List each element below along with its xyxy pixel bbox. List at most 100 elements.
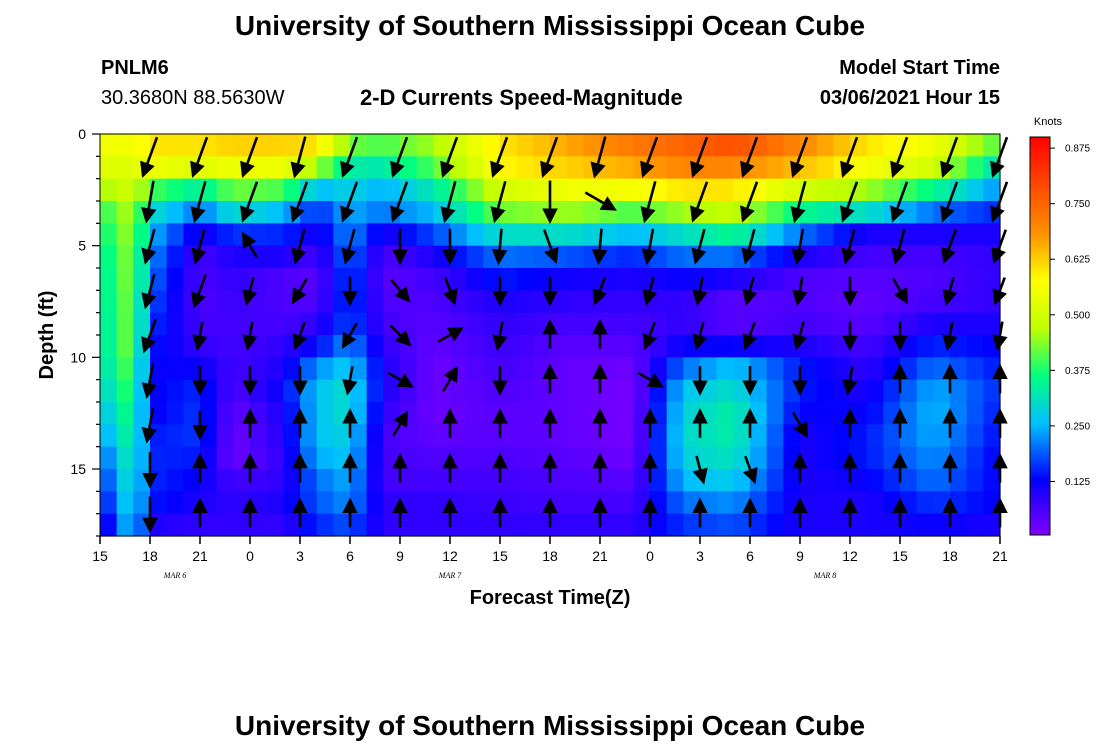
heatmap-cell (200, 201, 218, 224)
heatmap-cell (850, 491, 868, 515)
heatmap-cell (900, 335, 918, 358)
heatmap-cell (216, 379, 234, 403)
heatmap-cell (566, 156, 584, 180)
heatmap-cell (450, 156, 468, 180)
heatmap-cell (316, 201, 334, 224)
heatmap-cell (416, 335, 434, 358)
heatmap-cell (650, 424, 668, 448)
heatmap-cell (366, 513, 384, 537)
heatmap-cell (500, 335, 518, 358)
heatmap-cell (650, 446, 668, 470)
heatmap-cell (366, 446, 384, 470)
heatmap-cell (133, 446, 151, 470)
heatmap-cell (383, 178, 401, 202)
heatmap-cell (850, 513, 868, 537)
heatmap-cell (150, 290, 168, 314)
heatmap-cell (550, 134, 568, 157)
heatmap-cell (800, 201, 818, 224)
heatmap-cell (533, 513, 551, 537)
heatmap-cell (483, 379, 501, 403)
heatmap-cell (200, 402, 218, 425)
heatmap-cell (816, 134, 834, 157)
current-vector (740, 181, 759, 223)
heatmap-cell (433, 134, 451, 157)
heatmap-cell (166, 379, 184, 403)
x-tick-label: 12 (442, 548, 458, 564)
heatmap-cell (550, 513, 568, 537)
heatmap-cell (150, 402, 168, 425)
heatmap-cell (750, 201, 768, 224)
heatmap-cell (883, 178, 901, 202)
heatmap-cell (983, 446, 1001, 470)
current-vector (240, 181, 259, 223)
heatmap-cell (833, 134, 851, 157)
heatmap-cell (466, 134, 484, 157)
heatmap-cell (966, 357, 984, 381)
current-vector (390, 181, 409, 223)
heatmap-cell (716, 223, 734, 247)
heatmap-cell (766, 513, 784, 537)
heatmap-cell (150, 134, 168, 157)
heatmap-cell (850, 178, 868, 202)
heatmap-cell (516, 245, 534, 269)
heatmap-cell (183, 491, 201, 515)
heatmap-cell (150, 469, 168, 492)
heatmap-cell (366, 245, 384, 269)
current-vector (691, 228, 707, 265)
current-vector (642, 321, 658, 351)
heatmap-cell (583, 268, 601, 291)
colorbar-tick-label: 0.375 (1065, 366, 1090, 377)
heatmap-cell (700, 491, 718, 515)
heatmap-cell (100, 379, 118, 403)
colorbar: Knots 0.875 0.750 0.625 0.500 0.375 0.250 0.12… (1029, 116, 1090, 536)
heatmap-cell (600, 201, 618, 224)
heatmap-cell (750, 491, 768, 515)
heatmap-cell (833, 469, 851, 492)
heatmap-cell (966, 201, 984, 224)
heatmap-cell (583, 357, 601, 381)
heatmap-cell (416, 379, 434, 403)
heatmap-cell (966, 312, 984, 336)
current-vector (390, 136, 409, 178)
x-tick-label: 9 (396, 548, 404, 564)
heatmap-cell (316, 290, 334, 314)
heatmap-cell (983, 379, 1001, 403)
heatmap-cell (716, 290, 734, 314)
current-vector (342, 366, 358, 396)
heatmap-cell (750, 134, 768, 157)
heatmap-cell (233, 446, 251, 470)
heatmap-cell (866, 357, 884, 381)
heatmap-cell (716, 513, 734, 537)
heatmap-cell (266, 335, 284, 358)
heatmap-cell (633, 424, 651, 448)
heatmap-cell (766, 201, 784, 224)
heatmap-cell (666, 446, 684, 470)
heatmap-cell (933, 513, 951, 537)
heatmap-cell (916, 134, 934, 157)
heatmap-cell (750, 156, 768, 180)
heatmap-cell (916, 245, 934, 269)
heatmap-cell (566, 446, 584, 470)
heatmap-cell (516, 178, 534, 202)
current-vector (742, 321, 758, 351)
heatmap-cell (250, 290, 268, 314)
heatmap-cell (466, 268, 484, 291)
heatmap-cell (666, 223, 684, 247)
heatmap-cell (866, 379, 884, 403)
heatmap-cell (966, 134, 984, 157)
heatmap-cell (600, 268, 618, 291)
heatmap-cell (300, 335, 318, 358)
heatmap-cell (900, 134, 918, 157)
heatmap-cell (266, 178, 284, 202)
heatmap-cell (366, 491, 384, 515)
heatmap-cell (583, 312, 601, 336)
y-tick-label: 10 (70, 349, 86, 365)
heatmap-cell (616, 357, 634, 381)
heatmap-cell (100, 268, 118, 291)
heatmap-cell (650, 134, 668, 157)
heatmap-cell (483, 312, 501, 336)
heatmap-cell (850, 424, 868, 448)
heatmap-cell (650, 201, 668, 224)
heatmap-cell (500, 513, 518, 537)
heatmap-cell (766, 268, 784, 291)
